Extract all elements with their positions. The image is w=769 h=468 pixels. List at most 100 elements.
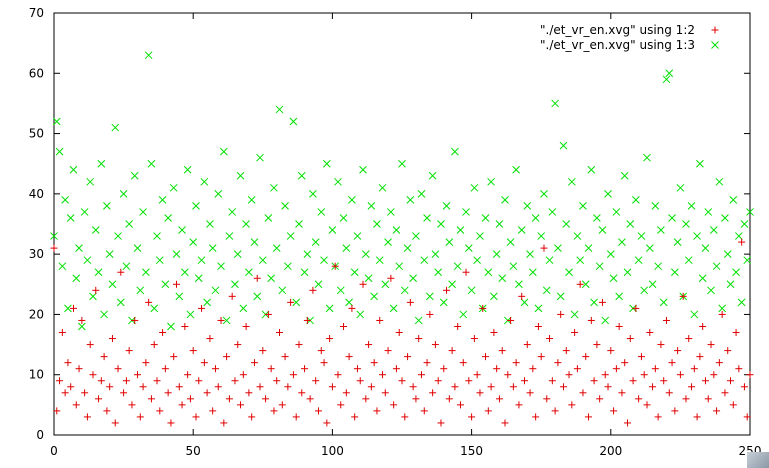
series-0-point (259, 347, 267, 355)
series-1-point (150, 304, 159, 313)
series-0-point (704, 395, 712, 403)
series-0-point (345, 353, 353, 361)
series-1-point (247, 196, 256, 204)
series-1-point (233, 250, 242, 258)
series-1-point (398, 159, 406, 168)
series-1-point (353, 232, 362, 240)
series-1-point (375, 256, 384, 265)
series-0-point (250, 359, 258, 367)
series-0-point (384, 347, 392, 355)
series-0-point (86, 341, 94, 349)
series-1-point (481, 214, 490, 222)
series-0-point (234, 341, 242, 349)
series-0-point (150, 341, 158, 349)
series-1-point (245, 268, 253, 277)
series-0-point (139, 383, 147, 391)
series-0-point (688, 383, 696, 391)
series-0-point (501, 419, 509, 427)
series-0-point (665, 389, 673, 397)
series-0-point (164, 389, 172, 397)
series-0-point (111, 419, 119, 427)
series-0-point (693, 413, 701, 421)
series-0-point (292, 413, 300, 421)
series-1-point (208, 244, 217, 252)
series-1-point (723, 250, 732, 258)
series-1-point (189, 238, 198, 246)
series-0-point (67, 383, 75, 391)
series-0-point (214, 383, 222, 391)
series-0-point (217, 316, 225, 324)
series-0-point (92, 286, 100, 294)
series-0-point (331, 262, 339, 270)
series-1-point (378, 183, 387, 192)
series-0-point (276, 329, 284, 337)
series-1-point (61, 196, 69, 204)
series-1-point (509, 262, 518, 271)
series-0-point (195, 377, 203, 385)
series-0-point (381, 389, 389, 397)
series-0-point (476, 389, 484, 397)
series-1-point (356, 310, 365, 319)
series-1-point (615, 292, 624, 301)
series-0-point (117, 268, 125, 276)
series-0-point (576, 280, 584, 288)
series-0-point (284, 383, 292, 391)
series-0-point (668, 359, 676, 367)
series-1-point (501, 196, 509, 204)
series-0-point (75, 365, 83, 373)
series-1-point (414, 316, 423, 325)
series-1-point (601, 316, 610, 325)
series-0-point (640, 371, 648, 379)
series-0-point (309, 286, 317, 294)
series-1-point (451, 147, 459, 156)
series-0-point (632, 304, 640, 312)
series-1-point (690, 310, 699, 319)
series-0-point (615, 322, 623, 330)
series-0-point (624, 419, 632, 427)
series-1-point (523, 202, 532, 210)
series-1-point (434, 268, 443, 277)
series-0-point (426, 310, 434, 318)
series-0-point (593, 341, 601, 349)
series-0-point (103, 407, 111, 415)
series-0-point (543, 395, 551, 403)
series-1-point (392, 226, 401, 234)
series-1-point (651, 202, 660, 210)
series-0-point (417, 371, 425, 379)
series-1-point (367, 202, 376, 210)
series-1-point (114, 232, 122, 240)
series-0-point (651, 365, 659, 373)
x-tick-label: 50 (186, 444, 201, 458)
series-1-point (300, 268, 309, 277)
series-0-point (231, 377, 239, 385)
series-1-point (517, 226, 526, 234)
series-1-point (86, 177, 95, 186)
series-1-point (239, 304, 248, 313)
series-0-point (484, 407, 492, 415)
series-0-point (175, 383, 183, 391)
series-0-point (740, 383, 748, 391)
series-1-point (328, 226, 337, 234)
series-0-point (562, 347, 570, 355)
series-1-point (537, 232, 546, 240)
series-1-point (211, 286, 220, 295)
series-1-point (732, 268, 740, 277)
series-0-point (106, 383, 114, 391)
series-1-point (682, 220, 690, 228)
series-1-point (116, 298, 125, 307)
series-0-point (239, 371, 247, 379)
series-0-point (738, 238, 746, 246)
series-0-point (97, 377, 105, 385)
y-tick-label: 10 (29, 368, 44, 382)
series-1-point (272, 244, 281, 252)
series-1-point (473, 256, 482, 265)
series-1-point (303, 250, 312, 258)
series-0-point (557, 310, 565, 318)
series-0-point (314, 407, 322, 415)
series-1-point (253, 292, 262, 301)
series-1-point (228, 208, 237, 216)
series-0-point (696, 353, 704, 361)
series-0-point (412, 395, 420, 403)
series-1-point (428, 171, 437, 180)
series-0-point (136, 413, 144, 421)
